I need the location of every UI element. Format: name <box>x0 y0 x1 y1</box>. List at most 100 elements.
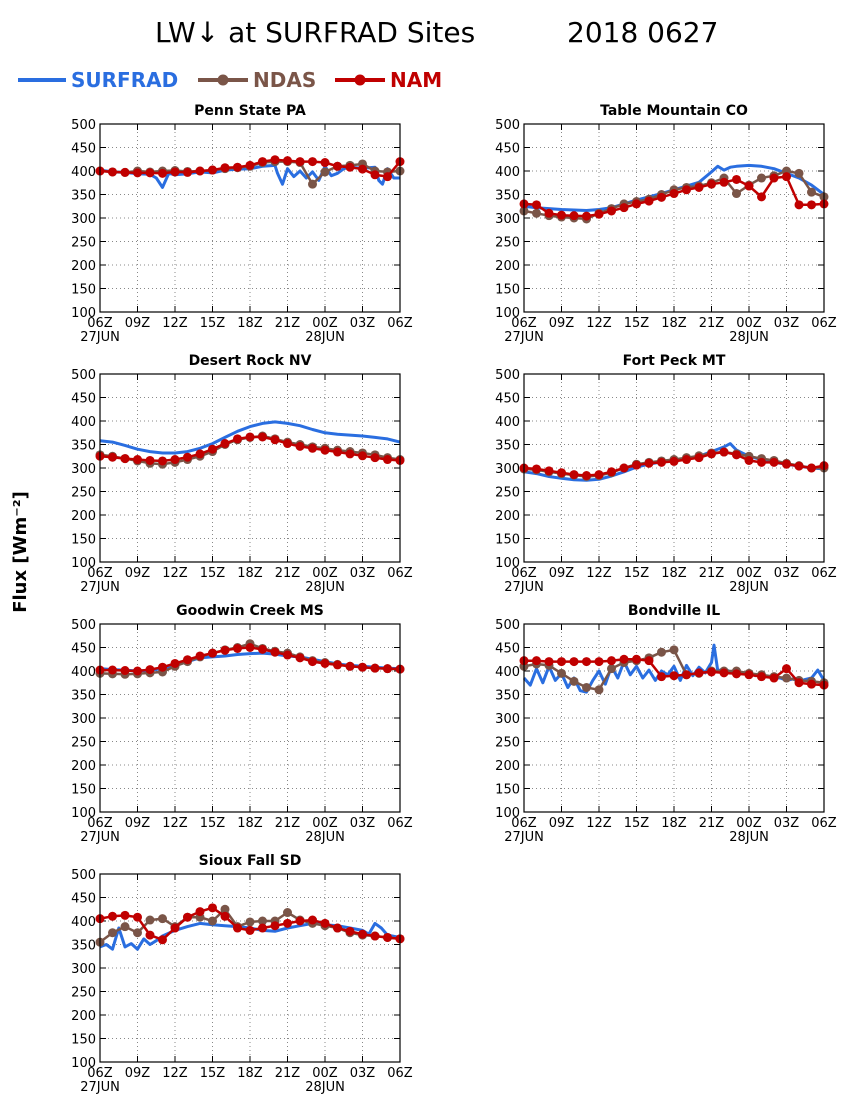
data-point-nam <box>195 907 205 917</box>
x-tick-label: 09Z <box>549 816 575 831</box>
y-tick-label: 200 <box>71 1009 96 1024</box>
x-tick-label: 06Z <box>511 566 537 581</box>
data-point-nam <box>170 923 180 933</box>
data-point-nam <box>345 449 355 459</box>
data-point-nam <box>544 208 554 218</box>
data-point-ndas <box>582 682 591 692</box>
data-point-nam <box>158 935 167 945</box>
y-tick-label: 200 <box>495 259 520 274</box>
data-point-nam <box>544 657 554 667</box>
x-date-label: 28JUN <box>729 580 769 595</box>
plot-frame <box>523 123 825 313</box>
data-point-ndas <box>557 668 566 678</box>
x-date-label: 28JUN <box>305 330 345 345</box>
legend-label-nam: NAM <box>390 68 442 92</box>
x-tick-label: 09Z <box>125 566 151 581</box>
x-tick-label: 06Z <box>87 566 113 581</box>
panel-goodwin-creek-ms: Goodwin Creek MS 06Z 09Z 12Z 15Z 18Z 21Z 00Z 03Z… <box>71 603 413 845</box>
data-point-nam <box>669 456 679 466</box>
data-point-nam <box>183 912 192 922</box>
data-point-nam <box>345 661 355 671</box>
data-point-nam <box>732 450 741 460</box>
data-point-nam <box>694 182 704 192</box>
x-tick-label: 06Z <box>811 316 837 331</box>
data-point-nam <box>769 173 779 183</box>
data-point-nam <box>644 656 654 666</box>
data-point-nam <box>383 172 392 182</box>
data-point-nam <box>358 164 367 174</box>
data-point-nam <box>619 463 629 473</box>
x-date-label: 28JUN <box>305 830 345 845</box>
data-point-nam <box>245 432 255 442</box>
data-point-nam <box>195 651 205 661</box>
data-point-ndas <box>594 685 604 695</box>
data-point-nam <box>607 206 616 216</box>
x-tick-label: 18Z <box>237 316 263 331</box>
y-tick-label: 350 <box>71 189 96 204</box>
data-point-nam <box>220 645 230 655</box>
x-tick-label: 06Z <box>387 1066 413 1081</box>
plot-frame <box>99 873 401 1063</box>
y-tick-label: 300 <box>71 962 96 977</box>
x-tick-label: 12Z <box>586 316 612 331</box>
data-point-nam <box>707 179 716 189</box>
series-line-surfrad <box>99 921 401 951</box>
data-point-nam <box>607 467 616 477</box>
data-point-nam <box>170 167 180 177</box>
y-tick-label: 100 <box>71 556 96 571</box>
y-tick-label: 350 <box>495 189 520 204</box>
data-point-nam <box>744 181 754 191</box>
plot-frame <box>99 623 401 813</box>
legend-item-surfrad: SURFRAD <box>18 68 178 92</box>
data-point-nam <box>208 444 217 454</box>
data-point-ndas <box>158 914 167 924</box>
x-tick-label: 06Z <box>87 816 113 831</box>
x-tick-label: 06Z <box>87 316 113 331</box>
data-point-nam <box>258 923 267 933</box>
x-tick-label: 06Z <box>511 316 537 331</box>
data-point-nam <box>108 452 117 462</box>
y-tick-label: 400 <box>495 165 520 180</box>
data-point-nam <box>732 669 741 679</box>
x-date-label: 28JUN <box>305 580 345 595</box>
y-tick-label: 450 <box>71 142 96 157</box>
x-date-label: 28JUN <box>305 1080 345 1095</box>
panel-title: Penn State PA <box>194 103 306 119</box>
data-point-nam <box>594 209 604 219</box>
data-point-nam <box>258 432 267 442</box>
plot-frame <box>99 373 401 563</box>
data-point-nam <box>133 455 142 465</box>
data-point-nam <box>669 671 679 681</box>
data-point-ndas <box>220 904 230 914</box>
y-tick-label: 250 <box>71 236 96 251</box>
data-point-nam <box>108 167 117 177</box>
data-point-nam <box>220 911 230 921</box>
data-point-ndas <box>569 676 579 686</box>
y-tick-label: 150 <box>495 533 520 548</box>
data-point-nam <box>632 460 641 470</box>
x-tick-label: 12Z <box>586 566 612 581</box>
y-tick-label: 200 <box>71 259 96 274</box>
y-tick-label: 100 <box>495 306 520 321</box>
plot-frame <box>99 123 401 313</box>
x-tick-label: 21Z <box>699 316 725 331</box>
x-tick-label: 06Z <box>387 566 413 581</box>
x-tick-label: 00Z <box>312 1066 338 1081</box>
x-tick-label: 09Z <box>549 316 575 331</box>
panel-table-mountain-co: Table Mountain CO 06Z 09Z 12Z 15Z 18Z 21Z 00Z 03… <box>495 103 837 345</box>
data-point-nam <box>345 926 355 936</box>
panel-title: Fort Peck MT <box>623 353 726 369</box>
y-tick-label: 200 <box>71 509 96 524</box>
y-tick-label: 100 <box>495 556 520 571</box>
x-tick-label: 15Z <box>200 316 226 331</box>
data-point-nam <box>108 665 117 675</box>
data-point-nam <box>133 666 142 676</box>
y-tick-label: 450 <box>495 392 520 407</box>
y-tick-label: 150 <box>71 533 96 548</box>
data-point-ndas <box>108 928 117 938</box>
data-point-nam <box>295 441 305 451</box>
y-tick-label: 400 <box>71 665 96 680</box>
data-point-nam <box>794 461 804 471</box>
data-point-nam <box>208 903 217 913</box>
data-point-nam <box>333 923 342 933</box>
